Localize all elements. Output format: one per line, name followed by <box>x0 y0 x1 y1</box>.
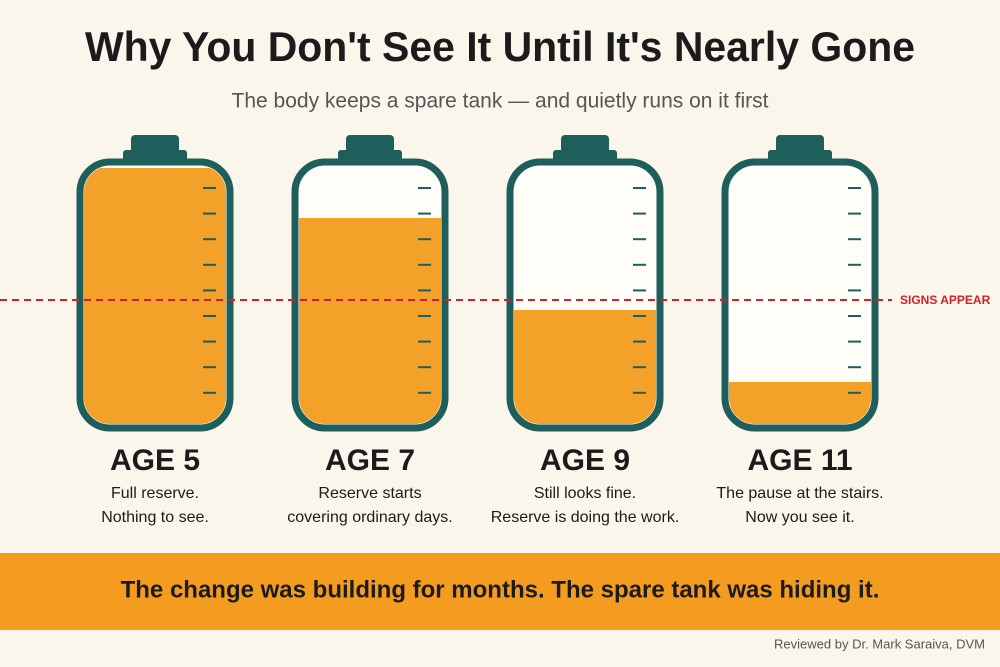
tank-outline <box>76 158 234 432</box>
tanks: AGE 5 Full reserve. Nothing to see. AGE 7 Re… <box>76 135 884 526</box>
tank-fill <box>299 218 441 424</box>
tank-description: Nothing to see. <box>101 509 209 526</box>
tank-fill <box>84 168 226 424</box>
tank-age: AGE 9 <box>540 444 630 477</box>
tank-age: AGE 5 <box>110 444 200 477</box>
tank-description: covering ordinary days. <box>287 509 452 526</box>
tank-age: AGE 11 <box>747 444 852 477</box>
banner: The change was building for months. The … <box>121 576 880 603</box>
tank-cap <box>346 135 394 153</box>
marker-label: SIGNS APPEAR <box>900 293 991 307</box>
tank-outline <box>291 158 449 432</box>
tank-outline <box>721 158 879 432</box>
tank-description: Reserve starts <box>318 485 421 502</box>
tank-cap <box>776 135 824 153</box>
tank-description: Reserve is doing the work. <box>491 509 680 526</box>
tank-description: Now you see it. <box>745 509 854 526</box>
title: Why You Don't See It Until It's Nearly G… <box>85 23 915 70</box>
subtitle: The body keeps a spare tank — and quietl… <box>232 90 769 113</box>
tank-description: Full reserve. <box>111 485 199 502</box>
tank-age: AGE 7 <box>325 444 415 477</box>
tank-description: Still looks fine. <box>534 485 636 502</box>
tank-inside <box>725 162 875 428</box>
banner-band <box>0 553 1000 630</box>
tank-fill <box>729 382 871 424</box>
footer: Reviewed by Dr. Mark Saraiva, DVM <box>774 636 985 651</box>
tank-fill <box>514 310 656 424</box>
tank-outline <box>506 158 664 432</box>
tank-cap <box>561 135 609 153</box>
tank-cap <box>131 135 179 153</box>
tank-description: The pause at the stairs. <box>716 485 883 502</box>
